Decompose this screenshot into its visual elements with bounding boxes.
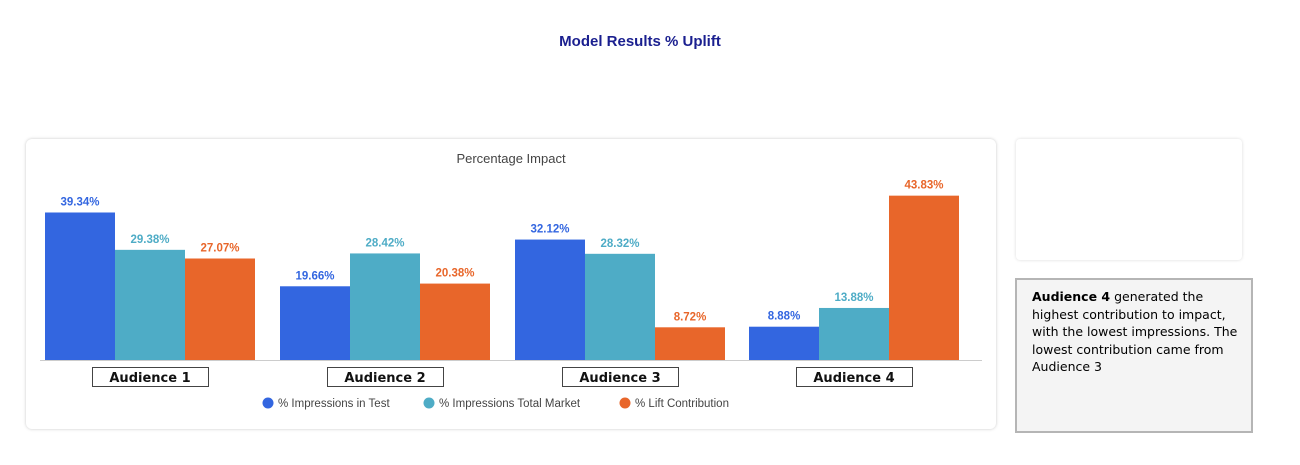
category-label-box-audience-3 [562, 367, 679, 387]
bar-audience-2-series-3 [420, 283, 490, 360]
data-label-audience-3-series-1: 32.12% [530, 224, 569, 236]
insight-note: Audience 4 generated the highest contrib… [1015, 278, 1253, 433]
chart-title: Percentage Impact [456, 151, 566, 166]
empty-panel [1016, 139, 1242, 260]
data-label-audience-1-series-2: 29.38% [130, 234, 169, 246]
data-label-audience-2-series-2: 28.42% [365, 237, 404, 249]
bar-chart: Percentage Impact 39.34% 19.66% 32.12% 8.88%… [40, 151, 982, 410]
legend-marker-series-3 [619, 397, 631, 409]
category-label-box-audience-2 [327, 367, 444, 387]
data-label-audience-3-series-3: 8.72% [674, 311, 707, 323]
data-label-audience-1-series-1: 39.34% [60, 196, 99, 208]
data-label-audience-4-series-1: 8.88% [768, 311, 801, 323]
bar-audience-2-series-2 [350, 253, 420, 360]
category-label-audience-3: Audience 3 [579, 371, 660, 386]
note-highlight: Audience 4 [1032, 289, 1111, 304]
data-label-audience-3-series-2: 28.32% [600, 238, 639, 250]
bar-audience-1-series-1 [45, 212, 115, 360]
legend-label-series-1: % Impressions in Test [278, 398, 390, 410]
data-label-audience-1-series-3: 27.07% [200, 242, 239, 254]
legend-label-series-3: % Lift Contribution [635, 398, 729, 410]
data-label-audience-2-series-1: 19.66% [295, 270, 334, 282]
data-label-audience-2-series-3: 20.38% [435, 268, 474, 280]
category-label-audience-2: Audience 2 [344, 371, 425, 386]
bar-audience-4-series-3 [889, 195, 959, 360]
chart-card: Percentage Impact 39.34% 19.66% 32.12% 8.88%… [26, 139, 996, 429]
bar-audience-4-series-1 [749, 326, 819, 360]
note-text: generated the highest contribution to im… [1032, 289, 1238, 374]
legend-label-series-2: % Impressions Total Market [439, 398, 581, 410]
data-label-audience-4-series-2: 13.88% [834, 292, 873, 304]
category-label-box-audience-1 [92, 367, 209, 387]
bar-audience-3-series-2 [585, 253, 655, 360]
data-label-audience-4-series-3: 43.83% [904, 180, 943, 192]
category-label-audience-1: Audience 1 [109, 371, 190, 386]
bar-audience-3-series-3 [655, 327, 725, 360]
page-title: Model Results % Uplift [559, 33, 721, 50]
bar-audience-1-series-2 [115, 249, 185, 360]
category-label-audience-4: Audience 4 [813, 371, 894, 386]
bar-audience-2-series-1 [280, 286, 350, 360]
bar-audience-4-series-2 [819, 307, 889, 360]
legend-marker-series-2 [423, 397, 435, 409]
bar-audience-1-series-3 [185, 258, 255, 360]
legend-marker-series-1 [262, 397, 274, 409]
category-label-box-audience-4 [796, 367, 913, 387]
bar-audience-3-series-1 [515, 239, 585, 360]
